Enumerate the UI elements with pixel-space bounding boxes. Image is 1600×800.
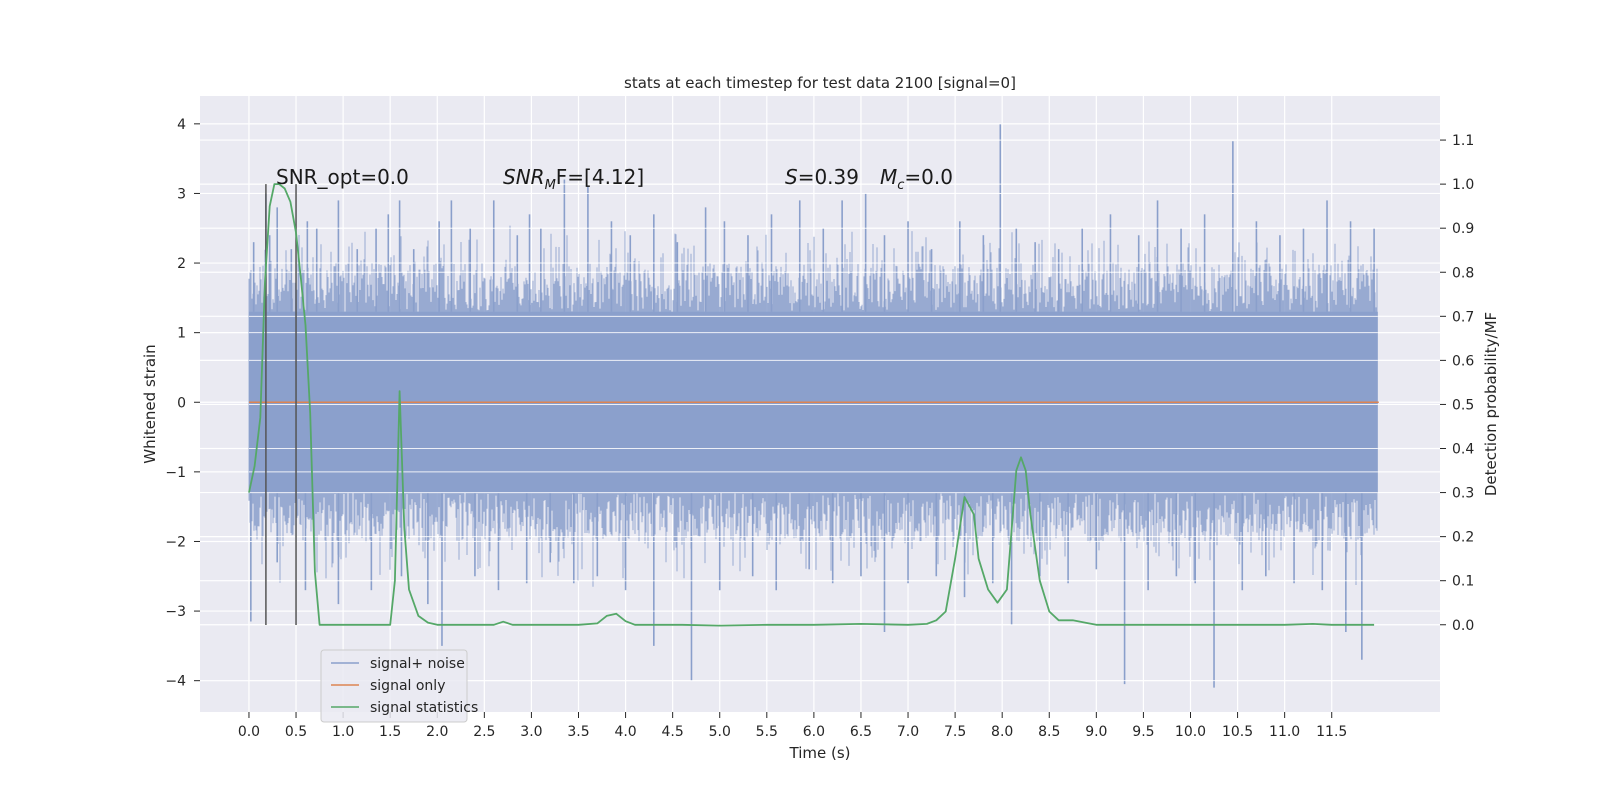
right-tick-label: 0.2 bbox=[1452, 530, 1474, 546]
annotation-snr-mf: SNRMF=[4.12] bbox=[503, 165, 644, 193]
snr-mf-prefix: SNR bbox=[503, 165, 545, 189]
x-tick-label: 0.5 bbox=[285, 724, 307, 740]
right-tick-label: 0.4 bbox=[1452, 442, 1474, 458]
legend: signal+ noise signal only signal statist… bbox=[320, 649, 478, 723]
snr-mf-value: F=[4.12] bbox=[556, 165, 644, 189]
left-tick-label: −2 bbox=[165, 534, 186, 550]
mc-symbol: M bbox=[880, 165, 897, 189]
x-tick-label: 10.5 bbox=[1222, 724, 1253, 740]
x-tick-label: 7.5 bbox=[944, 724, 966, 740]
signal-statistics-line bbox=[248, 183, 1375, 627]
x-tick-label: 6.0 bbox=[803, 724, 825, 740]
s-symbol: S bbox=[785, 165, 798, 189]
left-tick-label: 4 bbox=[177, 117, 186, 133]
left-tick-label: 0 bbox=[177, 395, 186, 411]
left-tick-label: 1 bbox=[177, 326, 186, 342]
x-tick-label: 8.0 bbox=[991, 724, 1013, 740]
right-tick-label: 1.0 bbox=[1452, 177, 1474, 193]
x-tick-label: 3.0 bbox=[520, 724, 542, 740]
left-tick-label: 3 bbox=[177, 186, 186, 202]
left-tick-label: −1 bbox=[165, 465, 186, 481]
x-axis-label: Time (s) bbox=[789, 744, 851, 762]
right-tick-label: 0.9 bbox=[1452, 221, 1474, 237]
annotation-mc: Mc=0.0 bbox=[880, 165, 953, 193]
x-tick-label: 4.0 bbox=[614, 724, 636, 740]
x-tick-label: 2.5 bbox=[473, 724, 495, 740]
x-tick-label: 9.0 bbox=[1085, 724, 1107, 740]
x-tick-label: 1.5 bbox=[379, 724, 401, 740]
mc-value: =0.0 bbox=[904, 165, 953, 189]
legend-label-signal-statistics: signal statistics bbox=[370, 700, 478, 716]
x-tick-label: 1.0 bbox=[332, 724, 354, 740]
right-tick-label: 0.0 bbox=[1452, 618, 1474, 634]
right-axis-label: Detection probability/MF bbox=[1482, 312, 1500, 496]
right-tick-label: 0.5 bbox=[1452, 397, 1474, 413]
x-tick-label: 11.5 bbox=[1316, 724, 1347, 740]
x-tick-label: 4.5 bbox=[662, 724, 684, 740]
right-axis-ticks: 1.1 1.0 0.9 0.8 0.7 0.6 0.5 0.4 0.3 0.2 0.1 0.0 bbox=[1440, 133, 1474, 634]
x-tick-label: 10.0 bbox=[1175, 724, 1206, 740]
x-tick-label: 6.5 bbox=[850, 724, 872, 740]
legend-label-signal-noise: signal+ noise bbox=[370, 656, 465, 672]
right-tick-label: 0.8 bbox=[1452, 265, 1474, 281]
annotations: SNR_opt=0.0 SNRMF=[4.12] S=0.39 Mc=0.0 bbox=[276, 165, 953, 193]
right-tick-label: 0.6 bbox=[1452, 353, 1474, 369]
x-tick-label: 0.0 bbox=[238, 724, 260, 740]
x-tick-label: 11.0 bbox=[1269, 724, 1300, 740]
x-tick-label: 9.5 bbox=[1132, 724, 1154, 740]
right-tick-label: 0.1 bbox=[1452, 574, 1474, 590]
right-tick-label: 1.1 bbox=[1452, 133, 1474, 149]
left-tick-label: −3 bbox=[165, 604, 186, 620]
right-tick-label: 0.7 bbox=[1452, 309, 1474, 325]
right-tick-label: 0.3 bbox=[1452, 486, 1474, 502]
mc-subscript: c bbox=[897, 178, 904, 193]
left-tick-label: −4 bbox=[165, 674, 186, 690]
left-axis-ticks: 4 3 2 1 0 −1 −2 −3 −4 bbox=[165, 117, 200, 690]
x-tick-label: 5.5 bbox=[756, 724, 778, 740]
left-axis-label: Whitened strain bbox=[141, 344, 159, 463]
s-value: =0.39 bbox=[798, 165, 859, 189]
annotation-snr-opt: SNR_opt=0.0 bbox=[276, 165, 409, 189]
legend-box bbox=[320, 649, 468, 723]
x-tick-label: 7.0 bbox=[897, 724, 919, 740]
series-signal-statistics bbox=[248, 183, 1375, 627]
x-axis-ticks: 0.0 0.5 1.0 1.5 2.0 2.5 3.0 3.5 4.0 4.5 5.0 5.5 6.0 6… bbox=[238, 712, 1347, 740]
legend-label-signal-only: signal only bbox=[370, 678, 445, 694]
annotation-s: S=0.39 bbox=[785, 165, 859, 189]
x-tick-label: 3.5 bbox=[567, 724, 589, 740]
x-tick-label: 2.0 bbox=[426, 724, 448, 740]
chart-title: stats at each timestep for test data 210… bbox=[624, 74, 1016, 92]
left-tick-label: 2 bbox=[177, 256, 186, 272]
x-tick-label: 8.5 bbox=[1038, 724, 1060, 740]
snr-mf-subscript: M bbox=[545, 178, 556, 193]
x-tick-label: 5.0 bbox=[709, 724, 731, 740]
